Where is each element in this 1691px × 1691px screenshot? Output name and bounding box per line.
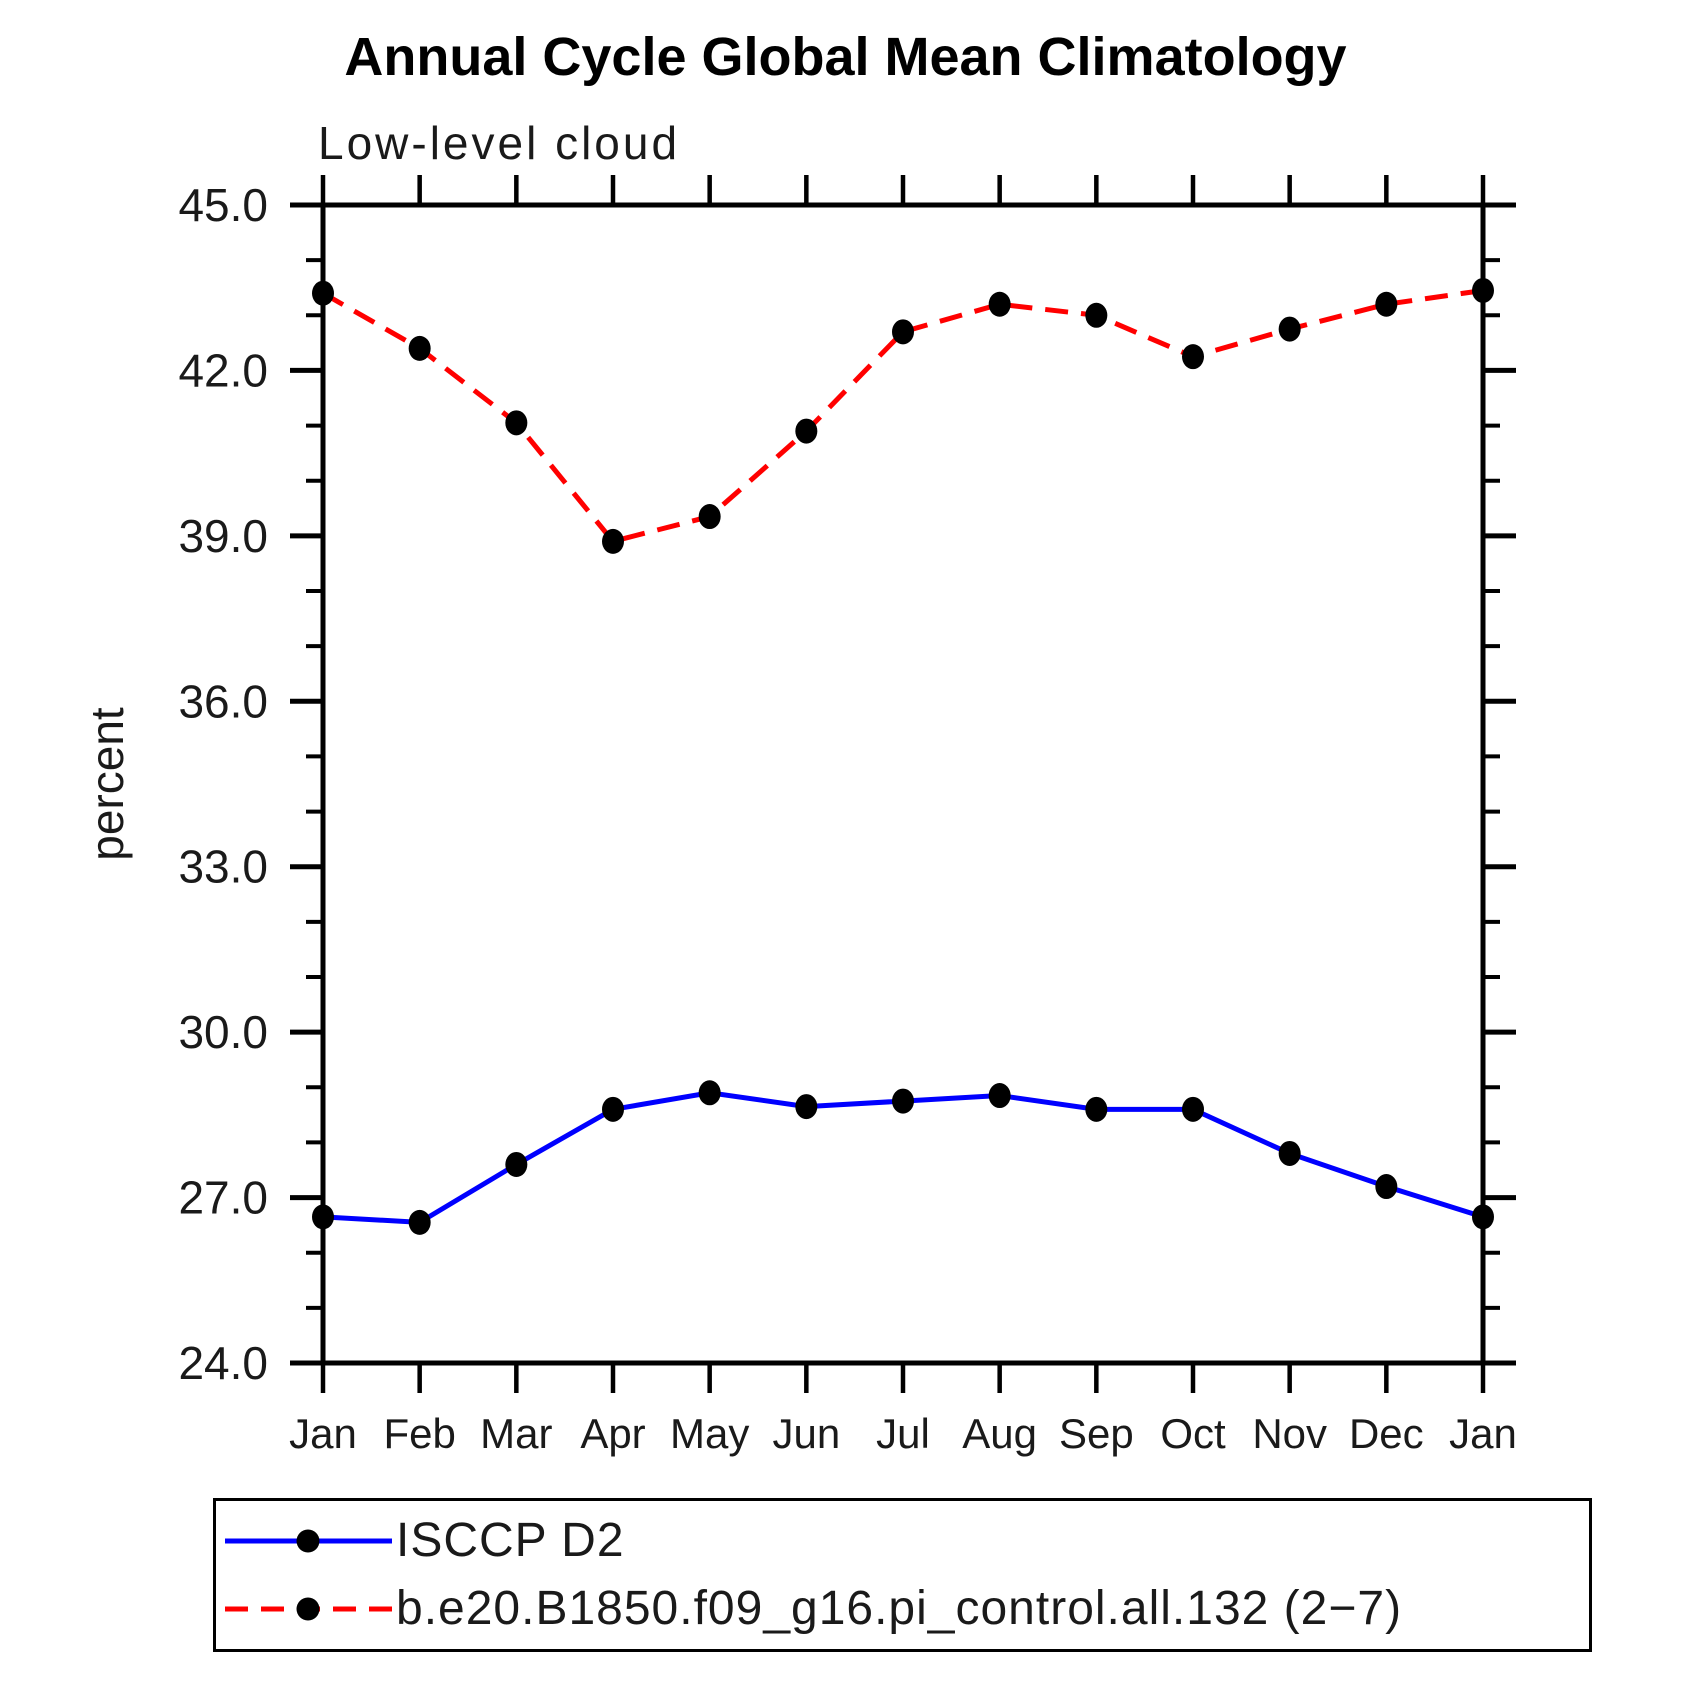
- data-point-marker-series-0: [892, 1088, 914, 1114]
- y-tick-label: 42.0: [178, 344, 268, 396]
- data-point-marker-series-1: [602, 528, 624, 554]
- data-point-marker-series-1: [698, 504, 721, 530]
- legend-swatch-solid-line-marker: [225, 1529, 392, 1553]
- y-tick-label: 33.0: [178, 841, 268, 893]
- y-tick-label: 24.0: [178, 1337, 268, 1389]
- y-tick-label: 39.0: [178, 510, 268, 562]
- x-tick-label: Jul: [876, 1410, 930, 1457]
- data-point-marker-series-0: [1182, 1096, 1204, 1122]
- data-point-marker-series-1: [988, 291, 1011, 317]
- y-tick-label: 30.0: [178, 1006, 268, 1058]
- x-tick-label: Jun: [772, 1410, 840, 1457]
- legend-label: ISCCP D2: [396, 1514, 625, 1567]
- data-point-marker-series-1: [1375, 291, 1398, 317]
- x-tick-label: Mar: [480, 1410, 552, 1457]
- data-point-marker-series-1: [408, 335, 431, 361]
- legend-item-isccp: ISCCP D2: [220, 1514, 625, 1567]
- data-point-marker-series-0: [1472, 1204, 1494, 1230]
- data-point-marker-series-1: [505, 410, 528, 436]
- data-point-marker-series-0: [795, 1094, 818, 1120]
- data-point-marker-series-0: [698, 1080, 721, 1106]
- chart-subtitle: Low-level cloud: [318, 117, 681, 169]
- x-tick-label: Feb: [383, 1410, 455, 1457]
- x-tick-label: Sep: [1059, 1410, 1134, 1457]
- legend-marker-sample: [296, 1529, 320, 1553]
- y-tick-label: 36.0: [178, 675, 268, 727]
- x-tick-label: Jan: [289, 1410, 357, 1457]
- x-tick-label: Dec: [1349, 1410, 1424, 1457]
- legend-swatch-dashed-line-marker: [225, 1597, 392, 1621]
- data-point-marker-series-0: [1375, 1174, 1398, 1200]
- y-tick-label: 45.0: [178, 179, 268, 231]
- data-point-marker-series-0: [505, 1151, 528, 1177]
- legend-item-model: b.e20.B1850.f09_g16.pi_control.all.132 (…: [220, 1582, 1403, 1635]
- x-tick-label: Apr: [580, 1410, 645, 1457]
- x-tick-label: Nov: [1252, 1410, 1327, 1457]
- y-tick-label: 27.0: [178, 1172, 268, 1224]
- chart-title: Annual Cycle Global Mean Climatology: [344, 27, 1347, 87]
- x-tick-label: Jan: [1449, 1410, 1517, 1457]
- data-point-marker-series-0: [1278, 1140, 1301, 1166]
- data-point-marker-series-0: [1085, 1096, 1108, 1122]
- data-point-marker-series-0: [312, 1204, 334, 1230]
- legend-box: ISCCP D2 b.e20.B1850.f09_g16.pi_control.…: [213, 1498, 1592, 1652]
- data-point-marker-series-1: [1472, 277, 1494, 303]
- legend-label: b.e20.B1850.f09_g16.pi_control.all.132 (…: [396, 1582, 1403, 1635]
- y-axis-label: percent: [81, 707, 133, 861]
- data-point-marker-series-0: [408, 1209, 431, 1235]
- x-tick-label: Aug: [962, 1410, 1037, 1457]
- data-point-marker-series-0: [988, 1083, 1011, 1109]
- data-point-marker-series-1: [312, 280, 334, 306]
- x-tick-label: May: [670, 1410, 749, 1457]
- data-point-marker-series-1: [1182, 344, 1204, 370]
- data-point-marker-series-1: [795, 418, 818, 444]
- data-point-marker-series-1: [1278, 316, 1301, 342]
- data-point-marker-series-0: [602, 1096, 624, 1122]
- data-point-marker-series-1: [1085, 302, 1108, 328]
- x-tick-label: Oct: [1160, 1410, 1226, 1457]
- legend-marker-sample: [296, 1597, 320, 1621]
- data-point-marker-series-1: [892, 319, 914, 345]
